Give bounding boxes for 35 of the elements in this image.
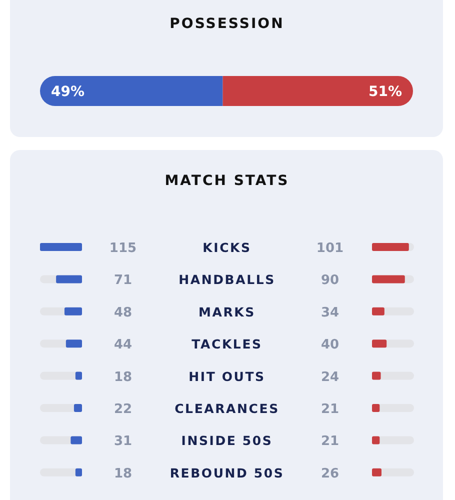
data-label: 21 [320,402,340,417]
data-label: 115 [109,241,137,256]
bar [372,372,381,380]
data-label: 49% [51,84,85,100]
data-label: 26 [320,466,340,482]
y-tick-label: HANDBALLS [178,272,276,288]
data-label: 48 [114,305,132,320]
bar [372,404,380,412]
bar [75,372,82,380]
bar [372,436,380,444]
data-label: 21 [320,434,340,450]
data-label: 71 [114,273,132,288]
data-label: 18 [114,466,132,482]
chart-title: POSSESSION [170,16,284,32]
data-label: 90 [320,273,340,288]
text: MATCH STATS [164,173,290,189]
y-tick-label: TACKLES [192,336,262,352]
y-tick-label: REBOUND 50S [170,465,284,480]
y-tick-label: MARKS [198,304,256,320]
data-label: 31 [114,434,132,450]
bar [74,404,82,412]
y-tick-label: INSIDE 50S [181,433,273,448]
data-label: 34 [320,305,340,320]
data-label: 101 [316,241,344,256]
data-label: 40 [320,338,340,353]
data-label: 24 [320,370,340,385]
data-label: 44 [114,338,132,353]
bar [372,468,382,476]
bar [75,468,82,476]
y-tick-label: HIT OUTS [188,368,266,384]
data-label: 22 [114,402,132,417]
y-tick-label: KICKS [202,240,252,255]
data-label: 18 [114,370,132,385]
data-label: 51% [368,84,402,100]
y-tick-label: CLEARANCES [174,401,280,416]
